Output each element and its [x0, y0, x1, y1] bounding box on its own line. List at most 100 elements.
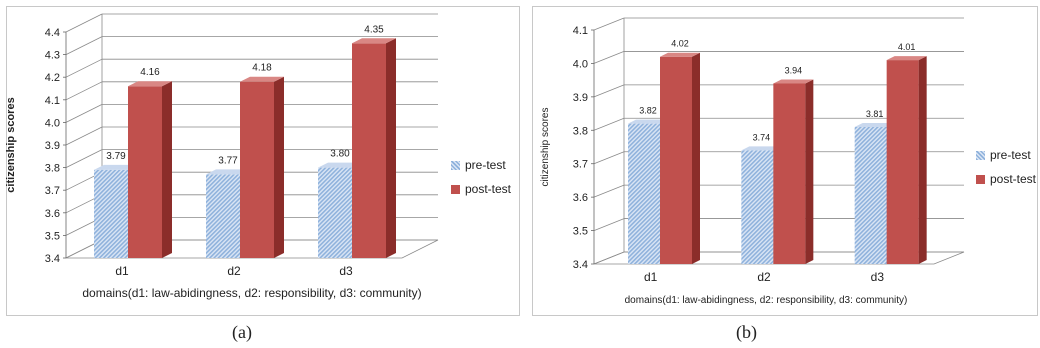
data-label: 4.35 — [364, 24, 384, 35]
y-tick-label: 3.6 — [573, 192, 588, 204]
chart-floor — [593, 251, 965, 265]
bar-side — [805, 79, 814, 264]
bar-side — [274, 76, 284, 258]
data-label: 4.18 — [252, 63, 272, 74]
y-tick-label: 4.3 — [45, 50, 60, 62]
bar-top — [854, 122, 895, 127]
post-test-bar-d1 — [128, 81, 172, 259]
y-tick-label: 4.1 — [573, 25, 588, 37]
bar-front — [854, 126, 887, 264]
bar-front — [240, 81, 274, 258]
legend-label: post-test — [990, 172, 1037, 186]
bar-front — [773, 83, 806, 264]
bar-top — [628, 119, 668, 124]
bar-front — [352, 43, 386, 258]
bar-top — [240, 76, 284, 82]
x-tick-label: d3 — [339, 264, 353, 278]
chart-panel-a: 3.4 3.5 3.6 3.7 3.8 3.9 4.0 4.1 4.2 4.3 4.4 3.79 4.1… — [5, 6, 520, 342]
bar-top — [94, 164, 138, 170]
x-axis-title: domains(d1: law-abidingness, d2: respons… — [625, 295, 908, 306]
y-tick-label: 3.5 — [45, 230, 60, 242]
bar-top — [773, 79, 814, 84]
legend: pre-test post-test — [976, 143, 1036, 191]
legend-label: pre-test — [465, 158, 506, 172]
bar-front — [318, 167, 352, 258]
bar-top — [128, 81, 172, 87]
y-tick-label: 3.8 — [45, 163, 60, 175]
y-tick-label: 3.7 — [573, 159, 588, 171]
data-label: 3.74 — [753, 132, 771, 142]
panel-caption: (a) — [232, 322, 252, 342]
bar-front — [628, 123, 660, 264]
y-tick-label: 3.4 — [573, 259, 588, 271]
post-test-swatch — [451, 184, 460, 194]
legend-item-pre-test: pre-test — [451, 153, 511, 177]
data-label: 4.01 — [898, 42, 916, 52]
bar-front — [741, 150, 774, 264]
data-label: 4.02 — [671, 39, 689, 49]
legend: pre-test post-test — [451, 153, 511, 201]
data-label: 4.16 — [140, 67, 160, 78]
bar-top — [318, 162, 362, 168]
x-tick-label: d3 — [871, 270, 885, 284]
legend-label: post-test — [465, 182, 512, 196]
pre-test-swatch — [451, 160, 460, 170]
x-tick-label: d2 — [227, 264, 241, 278]
data-label: 3.81 — [866, 109, 884, 119]
post-test-swatch — [976, 174, 985, 184]
legend-item-post-test: post-test — [451, 177, 511, 201]
y-axis-title: citizenship scores — [540, 108, 551, 187]
x-tick-label: d1 — [644, 270, 658, 284]
y-tick-label: 3.6 — [45, 208, 60, 220]
data-label: 3.79 — [106, 151, 126, 162]
post-test-bar-d2 — [773, 79, 814, 264]
data-label: 3.94 — [785, 65, 803, 75]
bar-top — [886, 56, 927, 61]
post-test-bar-d3 — [352, 38, 396, 258]
bar-side — [386, 38, 396, 258]
bar-side — [162, 81, 172, 259]
y-tick-label: 4.2 — [45, 72, 60, 84]
bar-front — [886, 60, 919, 265]
bar-top — [352, 38, 396, 44]
y-tick-label: 4.0 — [573, 58, 588, 70]
x-tick-label: d1 — [115, 264, 129, 278]
chart-panel-b: 3.4 3.5 3.6 3.7 3.8 3.9 4.0 4.1 3.82 4.02 d1 3.74 3.… — [520, 0, 1040, 348]
y-tick-label: 4.1 — [45, 95, 60, 107]
bar-side — [692, 52, 700, 264]
data-label: 3.80 — [330, 149, 350, 160]
bar-side — [918, 56, 927, 265]
legend-label: pre-test — [990, 148, 1031, 162]
bar-top — [660, 52, 700, 57]
y-tick-label: 3.8 — [573, 125, 588, 137]
post-test-bar-d1 — [660, 52, 700, 264]
chart-floor — [65, 239, 439, 259]
legend-item-pre-test: pre-test — [976, 143, 1036, 167]
data-label: 3.77 — [218, 155, 238, 166]
legend-item-post-test: post-test — [976, 167, 1036, 191]
y-axis-title: citizenship scores — [5, 97, 17, 192]
y-tick-label: 3.9 — [573, 92, 588, 104]
bar-chart-a: 3.4 3.5 3.6 3.7 3.8 3.9 4.0 4.1 4.2 4.3 4.4 3.79 4.1… — [5, 13, 439, 300]
bar-chart-b: 3.4 3.5 3.6 3.7 3.8 3.9 4.0 4.1 3.82 4.02 d1 3.74 3.… — [540, 17, 965, 306]
y-tick-label: 4.0 — [45, 117, 60, 129]
y-tick-label: 3.4 — [45, 253, 60, 265]
chart-frame — [532, 6, 1038, 316]
post-test-bar-d3 — [886, 56, 927, 265]
data-label: 3.82 — [639, 106, 657, 116]
x-tick-label: d2 — [757, 270, 771, 284]
bar-front — [660, 56, 692, 264]
post-test-bar-d2 — [240, 76, 284, 258]
bar-front — [94, 169, 128, 258]
y-tick-label: 3.5 — [573, 226, 588, 238]
bar-front — [206, 174, 240, 258]
chart-frame — [6, 6, 520, 316]
panel-caption: (b) — [736, 322, 757, 342]
y-tick-label: 3.7 — [45, 185, 60, 197]
bar-top — [206, 169, 250, 175]
y-tick-label: 3.9 — [45, 140, 60, 152]
bar-top — [741, 146, 782, 151]
y-tick-label: 4.4 — [45, 27, 60, 39]
bar-front — [128, 86, 162, 259]
pre-test-swatch — [976, 150, 985, 160]
